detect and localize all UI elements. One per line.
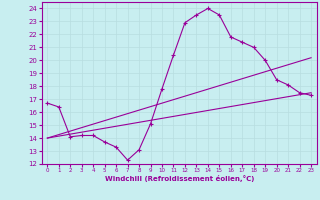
X-axis label: Windchill (Refroidissement éolien,°C): Windchill (Refroidissement éolien,°C) — [105, 175, 254, 182]
